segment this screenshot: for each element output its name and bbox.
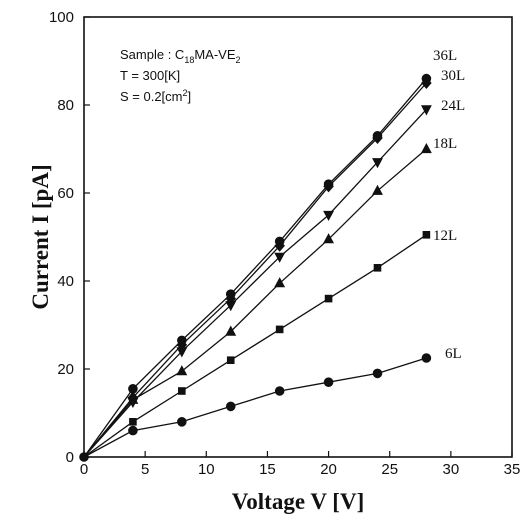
y-tick-label: 0 — [66, 449, 74, 466]
x-tick-label: 10 — [198, 461, 215, 478]
y-axis-title: Current I [pA] — [28, 164, 53, 309]
point-12l-7 — [422, 231, 431, 239]
series-line-24l — [83, 108, 427, 458]
y-tick-label: 20 — [57, 361, 74, 378]
point-12l-5 — [324, 294, 333, 303]
series-line-36l — [83, 78, 427, 458]
point-6l-5 — [323, 377, 334, 388]
point-6l-3 — [225, 401, 236, 412]
series-label-24l: 24L — [441, 98, 465, 114]
y-tick-label: 60 — [57, 185, 74, 202]
point-36l-1 — [128, 384, 138, 394]
point-6l-2 — [177, 417, 187, 427]
series-lines — [83, 78, 427, 458]
point-36l-6 — [372, 131, 383, 141]
series-labels: 6L 12L 18L 24L 30L 36L — [433, 48, 465, 362]
point-18l-3 — [225, 325, 237, 336]
x-tick-label: 35 — [504, 461, 521, 478]
series-label-18l: 18L — [433, 136, 457, 152]
point-12l-4 — [275, 325, 284, 334]
point-6l-6 — [372, 368, 383, 379]
point-18l-7 — [420, 142, 432, 154]
point-18l-4 — [274, 277, 286, 288]
point-36l-5 — [323, 179, 334, 189]
point-18l-6 — [372, 184, 383, 195]
point-6l-7 — [421, 353, 432, 363]
point-30l-1 — [127, 391, 139, 404]
point-36l-3 — [225, 289, 236, 300]
point-24l-5 — [323, 210, 335, 222]
x-tick-label: 25 — [381, 461, 398, 478]
series-line-30l — [83, 82, 427, 458]
point-24l-4 — [274, 252, 286, 263]
series-line-12l — [83, 234, 427, 458]
point-24l-7 — [420, 105, 432, 116]
series-label-6l: 6L — [445, 346, 462, 362]
y-tick-label: 100 — [49, 9, 74, 26]
point-12l-3 — [226, 356, 235, 364]
x-tick-label: 0 — [80, 461, 88, 478]
y-tick-label: 40 — [57, 273, 74, 290]
point-24l-6 — [372, 158, 383, 169]
point-12l-6 — [373, 264, 382, 272]
point-36l-7 — [421, 73, 432, 84]
point-36l-2 — [177, 335, 187, 346]
series-markers — [79, 73, 432, 462]
x-tick-label: 5 — [141, 461, 149, 478]
x-tick-label: 15 — [259, 461, 276, 478]
point-origin — [79, 452, 89, 462]
x-tick-label: 30 — [443, 461, 460, 478]
plot-frame — [83, 16, 513, 458]
point-6l-4 — [274, 386, 285, 396]
annotation-temperature: T = 300[K] — [120, 68, 180, 83]
series-line-18l — [83, 148, 427, 458]
x-axis-title: Voltage V [V] — [232, 489, 364, 514]
point-12l-2 — [178, 387, 186, 395]
series-line-6l — [83, 357, 427, 458]
point-36l-4 — [274, 236, 285, 247]
annotation-sample: Sample : C18MA-VE2 — [120, 47, 241, 65]
point-18l-5 — [323, 233, 335, 244]
series-label-12l: 12L — [433, 228, 457, 244]
series-label-36l: 36L — [433, 48, 457, 64]
point-18l-2 — [176, 365, 188, 376]
y-tick-label: 80 — [57, 97, 74, 114]
annotation-area: S = 0.2[cm2] — [120, 88, 191, 104]
point-6l-1 — [128, 425, 138, 436]
x-tick-label: 20 — [320, 461, 337, 478]
axis-ticks: 0 5 10 15 20 25 30 35 0 20 40 60 80 100 — [49, 9, 520, 478]
series-label-30l: 30L — [441, 68, 465, 84]
point-12l-1 — [129, 418, 137, 426]
